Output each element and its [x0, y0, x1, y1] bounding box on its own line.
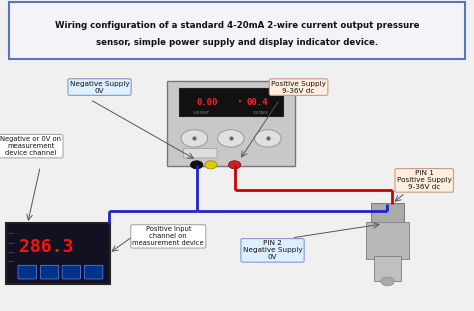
FancyBboxPatch shape [84, 265, 103, 279]
Circle shape [218, 130, 244, 147]
Text: ·: · [238, 97, 242, 107]
Text: 0.00: 0.00 [197, 98, 218, 106]
Circle shape [255, 130, 281, 147]
FancyBboxPatch shape [374, 256, 401, 281]
Text: Positive Input
channel on
measurement device: Positive Input channel on measurement de… [132, 226, 204, 246]
FancyBboxPatch shape [183, 148, 217, 158]
Circle shape [181, 130, 208, 147]
Text: sensor, simple power supply and display indicator device.: sensor, simple power supply and display … [96, 39, 378, 47]
Text: VOLTAGE: VOLTAGE [253, 111, 269, 115]
Text: Negative Supply
0V: Negative Supply 0V [70, 81, 129, 94]
FancyBboxPatch shape [6, 223, 110, 284]
Text: Negative or 0V on
measurement
device channel: Negative or 0V on measurement device cha… [0, 136, 61, 156]
Circle shape [205, 161, 217, 169]
Text: 00.4: 00.4 [246, 98, 268, 106]
Circle shape [191, 161, 203, 169]
FancyBboxPatch shape [40, 265, 59, 279]
Text: PIN 1
Positive Supply
9-36V dc: PIN 1 Positive Supply 9-36V dc [397, 170, 452, 190]
FancyBboxPatch shape [167, 81, 295, 166]
FancyBboxPatch shape [179, 88, 283, 116]
Text: Wiring configuration of a standard 4-20mA 2-wire current output pressure: Wiring configuration of a standard 4-20m… [55, 21, 419, 30]
Circle shape [228, 161, 241, 169]
FancyBboxPatch shape [62, 265, 81, 279]
Text: 286.3: 286.3 [19, 238, 73, 256]
Text: CURRENT: CURRENT [193, 111, 210, 115]
FancyBboxPatch shape [366, 222, 409, 259]
FancyBboxPatch shape [371, 203, 404, 225]
Text: Positive Supply
9-36V dc: Positive Supply 9-36V dc [271, 81, 326, 94]
Circle shape [381, 277, 394, 286]
Text: PIN 2
Negative Supply
0V: PIN 2 Negative Supply 0V [243, 240, 302, 260]
FancyBboxPatch shape [18, 265, 36, 279]
FancyBboxPatch shape [9, 2, 465, 59]
